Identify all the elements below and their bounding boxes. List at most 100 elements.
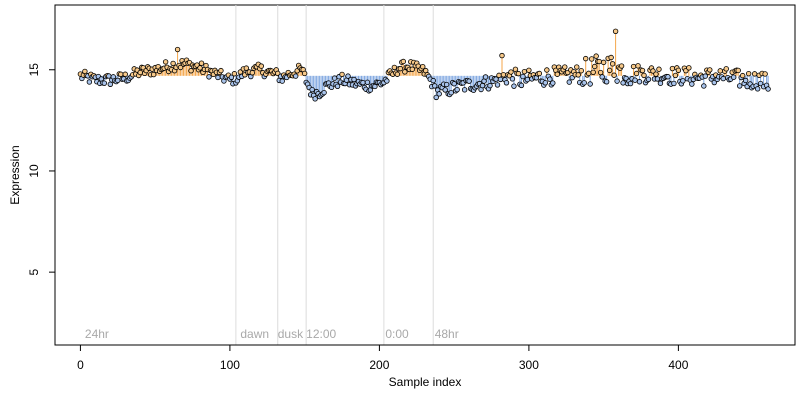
data-point	[339, 71, 345, 78]
data-point	[614, 78, 620, 84]
data-point	[301, 70, 308, 77]
data-point	[321, 89, 327, 96]
data-point	[228, 74, 235, 80]
data-point	[641, 72, 647, 79]
data-point	[596, 58, 602, 65]
data-point	[345, 73, 351, 79]
data-point	[466, 78, 472, 84]
data-point	[742, 77, 749, 84]
data-point	[279, 78, 285, 84]
data-point	[645, 76, 652, 82]
data-point	[599, 74, 605, 80]
data-point	[600, 59, 607, 66]
data-point	[630, 63, 637, 70]
data-point	[443, 81, 450, 88]
phase-annotation: dawn	[240, 327, 269, 341]
data-point	[503, 80, 510, 86]
data-point	[509, 76, 516, 82]
phase-annotation: 24hr	[85, 327, 109, 341]
data-point	[650, 68, 656, 74]
phase-annotation: 0:00	[385, 327, 409, 341]
data-point	[591, 63, 598, 70]
plot-frame	[54, 4, 796, 346]
data-point	[454, 86, 460, 93]
data-point	[432, 83, 438, 89]
data-point	[198, 60, 205, 66]
data-point	[101, 80, 108, 86]
data-point	[451, 81, 457, 87]
data-point	[384, 78, 390, 84]
data-point	[583, 55, 589, 62]
data-point	[547, 76, 553, 82]
data-point	[442, 87, 448, 93]
data-point	[351, 76, 357, 83]
x-axis-title: Sample index	[389, 375, 462, 389]
data-point	[137, 69, 143, 76]
data-point	[420, 63, 426, 70]
data-point	[494, 82, 501, 88]
data-point	[606, 67, 613, 74]
data-point	[597, 69, 604, 76]
data-point	[536, 70, 543, 77]
data-point	[717, 68, 723, 74]
data-point	[762, 71, 768, 77]
data-point	[482, 74, 489, 80]
data-point	[448, 89, 454, 96]
data-point	[711, 79, 717, 86]
data-point	[430, 77, 436, 84]
data-point	[611, 72, 617, 78]
data-point	[632, 77, 638, 83]
data-point	[461, 87, 468, 93]
data-point	[672, 72, 679, 79]
y-axis-title: Expression	[8, 145, 22, 204]
phase-annotation: dusk	[278, 327, 304, 341]
data-point	[433, 94, 439, 101]
data-point	[720, 75, 726, 82]
phase-annotation: 12:00	[306, 327, 336, 341]
data-point	[745, 70, 752, 77]
data-point	[122, 71, 128, 77]
data-point	[702, 73, 709, 79]
data-point	[618, 63, 625, 69]
data-point	[735, 67, 741, 74]
data-point	[409, 66, 415, 72]
x-tick-label: 400	[668, 358, 688, 372]
data-point	[588, 56, 595, 62]
y-tick-label: 15	[27, 63, 41, 77]
x-tick-label: 100	[220, 358, 240, 372]
y-axis: 5 10 15	[27, 63, 56, 275]
data-point	[639, 67, 646, 74]
data-point	[360, 79, 366, 86]
x-tick-label: 200	[369, 358, 389, 372]
data-point	[686, 65, 692, 71]
data-point	[400, 58, 407, 65]
data-point	[550, 80, 556, 86]
data-point	[206, 74, 212, 80]
data-point	[701, 83, 707, 89]
data-point	[635, 63, 641, 69]
data-point	[518, 82, 525, 89]
data-point	[675, 67, 682, 73]
data-point	[86, 79, 93, 85]
x-tick-label: 300	[519, 358, 539, 372]
data-point	[554, 71, 561, 77]
data-point	[707, 67, 713, 73]
data-point	[526, 67, 532, 73]
data-point	[657, 80, 664, 86]
data-point	[309, 86, 315, 93]
data-point	[751, 71, 758, 77]
data-point	[723, 66, 729, 72]
data-point	[620, 80, 626, 86]
data-point	[544, 67, 550, 73]
data-point	[669, 65, 676, 72]
data-point	[627, 80, 634, 87]
data-point	[231, 71, 238, 77]
data-point	[334, 83, 341, 89]
data-point	[511, 83, 517, 89]
data-point	[177, 64, 184, 71]
data-point	[118, 71, 124, 77]
data-point	[581, 80, 587, 86]
data-point	[215, 74, 221, 81]
data-point	[566, 79, 572, 85]
data-point	[479, 82, 486, 89]
